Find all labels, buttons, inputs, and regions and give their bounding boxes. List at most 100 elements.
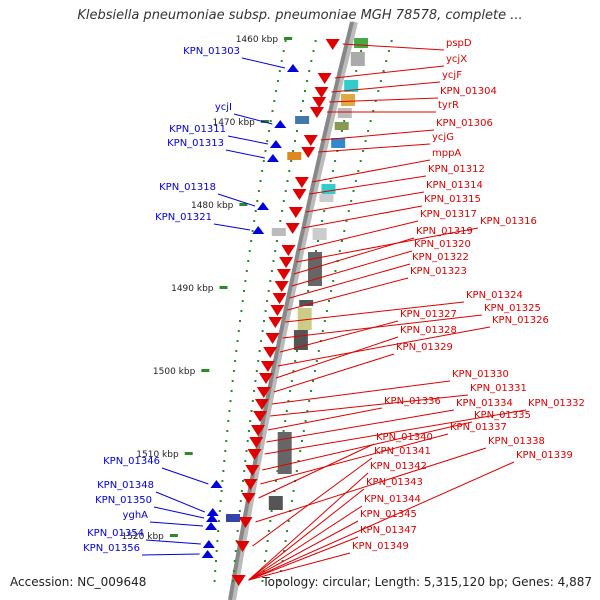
tick-dot xyxy=(306,410,309,412)
tick-dot xyxy=(272,260,275,262)
tick-dot xyxy=(240,490,243,492)
tick-dot xyxy=(340,130,343,132)
tick-dot xyxy=(228,410,231,412)
forward-gene-arrow xyxy=(285,223,300,234)
tick-dot xyxy=(343,230,346,232)
tick-dot xyxy=(354,180,357,182)
tick-dot xyxy=(300,110,302,112)
tick-dot xyxy=(267,130,270,132)
forward-label-leader xyxy=(285,301,465,323)
gene-annotation-block xyxy=(350,52,365,66)
forward-gene-arrow xyxy=(268,317,283,328)
forward-gene-arrow xyxy=(265,333,280,344)
gene-annotation-block xyxy=(354,38,369,48)
forward-gene-arrow xyxy=(238,517,253,528)
tick-dot xyxy=(382,70,385,72)
tick-dot xyxy=(281,210,284,212)
reverse-gene-label: KPN_01350 xyxy=(95,495,152,506)
tick-dot xyxy=(218,520,220,522)
gene-annotation-block xyxy=(295,116,310,124)
tick-dot xyxy=(310,390,313,392)
gene-annotation-block xyxy=(299,300,314,306)
forward-gene-label: KPN_01323 xyxy=(410,266,467,277)
tick-dot xyxy=(259,180,262,182)
tick-dot xyxy=(255,370,258,372)
tick-dot xyxy=(308,400,311,402)
reverse-gene-label: KPN_01348 xyxy=(97,480,154,491)
forward-gene-label: KPN_01338 xyxy=(488,436,545,447)
tick-dot xyxy=(302,430,305,432)
tick-dot xyxy=(257,360,260,362)
tick-dot xyxy=(357,170,360,172)
forward-label-leader xyxy=(270,394,469,417)
tick-dot xyxy=(275,90,278,92)
tick-dot xyxy=(296,350,298,352)
gene-annotation-block xyxy=(308,252,322,286)
forward-label-leader xyxy=(305,191,425,213)
tick-dot xyxy=(261,330,264,332)
tick-dot xyxy=(278,580,281,582)
forward-gene-label: KPN_01330 xyxy=(452,369,509,380)
forward-gene-label: KPN_01347 xyxy=(360,525,417,536)
tick-dot xyxy=(282,200,285,202)
tick-dot xyxy=(239,500,242,502)
tick-dot xyxy=(234,360,237,362)
reverse-gene-arrow xyxy=(274,120,287,128)
forward-label-leader xyxy=(273,353,395,393)
tick-dot xyxy=(232,370,235,372)
tick-dot xyxy=(261,580,264,582)
tick-dot xyxy=(345,220,348,222)
tick-dot xyxy=(233,560,236,562)
gene-annotation-block xyxy=(287,152,302,160)
tick-dot xyxy=(274,480,277,482)
tick-dot xyxy=(267,530,270,532)
tick-dot xyxy=(224,450,227,452)
forward-gene-label: KPN_01304 xyxy=(440,86,497,97)
tick-dot xyxy=(232,580,234,582)
tick-dot xyxy=(338,250,341,252)
kbp-scale-label: 1500 kbp xyxy=(153,367,196,377)
tick-dot xyxy=(290,500,293,502)
tick-dot xyxy=(315,360,318,362)
tick-dot xyxy=(261,170,264,172)
tick-dot xyxy=(347,210,350,212)
tick-dot xyxy=(282,50,285,52)
tick-dot xyxy=(264,560,266,562)
forward-gene-arrow xyxy=(254,399,269,410)
map-title: Klebsiella pneumoniae subsp. pneumoniae … xyxy=(77,8,523,23)
tick-dot xyxy=(262,160,265,162)
reverse-gene-label: KPN_01356 xyxy=(83,543,140,554)
forward-label-leader xyxy=(248,536,359,581)
tick-dot xyxy=(297,460,300,462)
forward-gene-arrow xyxy=(270,305,285,316)
forward-label-leader xyxy=(277,326,491,367)
forward-gene-arrow xyxy=(253,411,268,422)
forward-gene-label: KPN_01349 xyxy=(352,541,409,552)
tick-dot xyxy=(222,470,225,472)
tick-dot xyxy=(257,190,260,192)
tick-dot xyxy=(304,90,306,92)
tick-dot xyxy=(284,190,287,192)
tick-dot xyxy=(280,60,283,62)
reverse-gene-label: KPN_01313 xyxy=(167,138,224,149)
forward-gene-label: KPN_01306 xyxy=(436,118,493,129)
forward-gene-arrow xyxy=(292,189,307,200)
reverse-gene-label: ycjI xyxy=(215,102,232,113)
tick-dot xyxy=(308,70,311,72)
forward-label-leader xyxy=(267,407,383,431)
kbp-major-tick xyxy=(239,203,248,206)
tick-dot xyxy=(330,290,333,292)
gene-annotation-block xyxy=(277,432,292,474)
forward-gene-label: KPN_01331 xyxy=(470,383,527,394)
forward-label-leader xyxy=(287,277,409,311)
tick-dot xyxy=(325,310,328,312)
tick-dot xyxy=(321,330,324,332)
forward-gene-label: KPN_01319 xyxy=(416,226,473,237)
backbone-shadow xyxy=(230,21,358,600)
forward-label-leader xyxy=(260,433,449,485)
forward-gene-arrow xyxy=(235,541,250,552)
forward-label-leader xyxy=(331,81,441,93)
forward-gene-arrow xyxy=(247,449,262,460)
forward-gene-label: KPN_01324 xyxy=(466,290,523,301)
tick-dot xyxy=(264,150,267,152)
